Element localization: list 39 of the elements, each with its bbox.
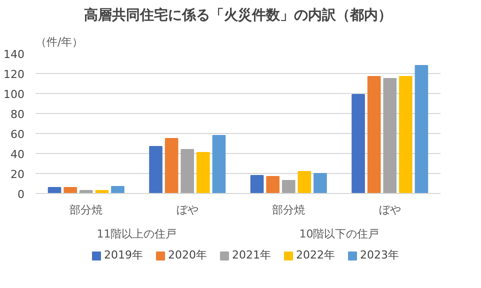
bar (399, 76, 412, 194)
bar (149, 146, 162, 194)
bar (111, 186, 124, 194)
bar (352, 94, 365, 194)
chart-title: 高層共同住宅に係る「火災件数」の内訳（都内） (84, 6, 392, 24)
bar (383, 78, 397, 194)
legend-label: 2022年 (296, 248, 335, 262)
legend-label: 2020年 (168, 248, 207, 262)
bar (250, 175, 264, 194)
bar (164, 138, 178, 194)
x-tick-label: ぼや (378, 204, 401, 216)
y-axis-title: （件/年） (36, 36, 84, 48)
bar (180, 149, 194, 194)
y-tick-label: 0 (18, 188, 24, 201)
y-tick-label: 120 (4, 68, 25, 81)
bar (367, 76, 381, 194)
bar (196, 152, 210, 194)
y-tick-label: 40 (10, 148, 25, 161)
bar (48, 187, 62, 194)
legend-label: 2021年 (232, 248, 271, 262)
y-tick-label: 80 (10, 108, 25, 121)
text: 10階以下の住戸 (299, 228, 380, 240)
bar (314, 173, 327, 194)
x-tick-label: 部分焼 (70, 204, 103, 216)
bar (212, 135, 226, 194)
x-tick-label: ぼや (176, 204, 198, 216)
x-tick-label: 部分焼 (272, 204, 306, 216)
legend-label: 2023年 (360, 248, 399, 262)
bar (266, 176, 280, 194)
bar (298, 171, 312, 194)
y-tick-label: 100 (4, 88, 25, 101)
legend-label: 2019年 (104, 248, 143, 262)
y-tick-label: 20 (10, 168, 25, 181)
bar (414, 65, 428, 194)
text: 11階以上の住戸 (96, 228, 177, 240)
y-tick-label: 60 (10, 128, 25, 141)
bar (64, 187, 77, 194)
y-tick-label: 140 (4, 48, 25, 61)
bar (282, 180, 296, 194)
